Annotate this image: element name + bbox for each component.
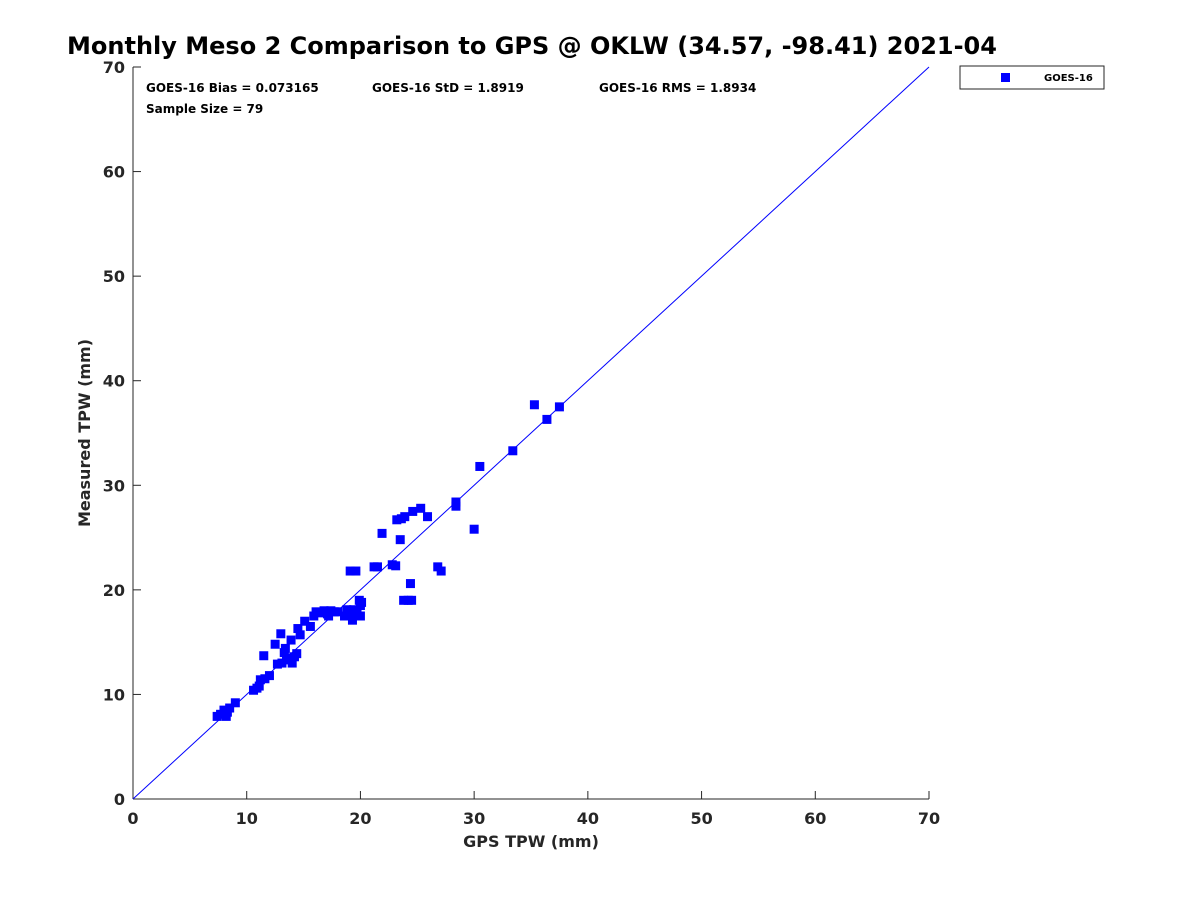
y-tick-label: 10	[103, 685, 125, 704]
y-tick-label: 20	[103, 581, 125, 600]
series-goes-16	[212, 400, 564, 721]
stat-std: GOES-16 StD = 1.8919	[372, 81, 524, 95]
data-point	[344, 610, 354, 620]
y-tick-label: 40	[103, 372, 125, 391]
data-point	[351, 566, 361, 576]
data-point	[355, 611, 365, 621]
chart-title: Monthly Meso 2 Comparison to GPS @ OKLW …	[67, 32, 997, 60]
y-tick-label: 0	[114, 790, 125, 809]
plot-area: 0 10 20 30 40 50 60 70 0 10 20 30 40 50 60 70	[103, 58, 940, 828]
data-point	[347, 615, 357, 625]
data-point	[357, 597, 367, 607]
y-tick-label: 30	[103, 476, 125, 495]
x-tick-label: 40	[577, 809, 599, 828]
data-point	[305, 621, 315, 631]
data-point	[287, 658, 297, 668]
x-tick-label: 70	[918, 809, 940, 828]
data-point	[333, 607, 343, 617]
y-axis-label: Measured TPW (mm)	[75, 339, 94, 527]
data-point	[276, 629, 286, 639]
data-point	[407, 595, 417, 605]
data-point	[392, 515, 402, 525]
data-point	[260, 674, 270, 684]
data-point	[230, 698, 240, 708]
y-tick-label: 60	[103, 163, 125, 182]
legend-box	[959, 65, 1105, 90]
x-tick-label: 60	[804, 809, 826, 828]
x-tick-label: 20	[349, 809, 371, 828]
stat-rms: GOES-16 RMS = 1.8934	[599, 81, 756, 95]
x-tick-label: 50	[690, 809, 712, 828]
data-point	[451, 497, 461, 507]
data-point	[542, 414, 552, 424]
legend: GOES-16	[959, 65, 1105, 90]
legend-marker	[1001, 73, 1010, 82]
x-axis-label: GPS TPW (mm)	[463, 832, 599, 851]
data-point	[255, 675, 265, 685]
x-tick-label: 30	[463, 809, 485, 828]
stat-bias: GOES-16 Bias = 0.073165	[146, 81, 319, 95]
data-point	[264, 671, 274, 681]
data-point	[345, 566, 355, 576]
data-point	[400, 512, 410, 522]
data-point	[286, 635, 296, 645]
data-point	[272, 659, 282, 669]
data-point	[259, 651, 269, 661]
data-point	[405, 579, 415, 589]
data-point	[293, 624, 303, 634]
data-point	[554, 402, 564, 412]
data-point	[529, 400, 539, 410]
data-point	[395, 535, 405, 545]
data-point	[295, 630, 305, 640]
x-tick-label: 0	[127, 809, 138, 828]
data-point	[469, 524, 479, 534]
data-point	[270, 639, 280, 649]
data-point	[508, 446, 518, 456]
data-point	[372, 562, 382, 572]
data-point	[399, 595, 409, 605]
legend-label: GOES-16	[1044, 73, 1093, 84]
stat-sample-size: Sample Size = 79	[146, 102, 263, 116]
data-point	[280, 643, 290, 653]
data-point	[408, 506, 418, 516]
data-point	[324, 611, 334, 621]
data-point	[416, 503, 426, 513]
data-point	[300, 616, 310, 626]
data-point	[475, 461, 485, 471]
y-tick-label: 50	[103, 267, 125, 286]
data-point	[292, 649, 302, 659]
data-point	[423, 512, 433, 522]
data-point	[340, 611, 350, 621]
data-point	[391, 561, 401, 571]
data-point	[311, 607, 321, 617]
data-point	[277, 658, 287, 668]
data-point	[342, 605, 352, 615]
y-tick-label: 70	[103, 58, 125, 77]
x-tick-label: 10	[236, 809, 258, 828]
data-point	[254, 681, 264, 691]
data-point	[436, 566, 446, 576]
data-point	[225, 703, 235, 713]
data-point	[377, 528, 387, 538]
